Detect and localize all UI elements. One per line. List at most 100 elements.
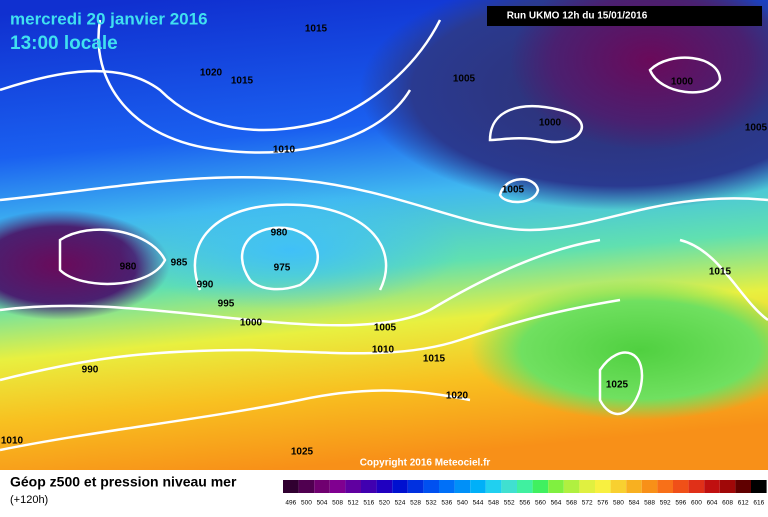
scale-label: 612 — [738, 500, 749, 507]
scale-swatch — [610, 480, 627, 493]
scale-label: 552 — [504, 500, 515, 507]
scale-swatch — [454, 480, 471, 493]
scale-swatch — [673, 480, 689, 493]
scale-label: 544 — [473, 500, 484, 507]
scale-label: 592 — [660, 500, 671, 507]
isobar — [0, 238, 601, 327]
scale-swatch — [470, 480, 486, 493]
scale-swatch — [283, 480, 299, 493]
scale-label: 584 — [629, 500, 640, 507]
scale-label: 540 — [457, 500, 468, 507]
scale-swatch — [532, 480, 549, 493]
isobar — [598, 351, 644, 416]
isobar — [0, 19, 442, 132]
isobar-label: 1000 — [539, 118, 562, 129]
scale-swatch — [626, 480, 642, 493]
date: mercredi 20 janvier 2016 — [10, 9, 208, 28]
scale-label: 528 — [410, 500, 421, 507]
scale-swatch — [329, 480, 346, 493]
isobar — [97, 19, 412, 154]
isobar-label: 980 — [120, 262, 137, 273]
legend-subtitle: (+120h) — [10, 494, 48, 506]
isobar — [679, 238, 768, 322]
scale-swatch — [501, 480, 517, 493]
scale-label: 500 — [301, 500, 312, 507]
scale-swatch — [735, 480, 751, 493]
scale-swatch — [439, 480, 455, 493]
scale-label: 536 — [441, 500, 452, 507]
scale-label: 564 — [551, 500, 562, 507]
isobar — [58, 228, 167, 286]
scale-swatch — [314, 480, 330, 493]
scale-label: 556 — [519, 500, 530, 507]
scale-label: 608 — [722, 500, 733, 507]
scale-label: 576 — [597, 500, 608, 507]
scale-swatch — [548, 480, 564, 493]
scale-label: 580 — [613, 500, 624, 507]
scale-label: 508 — [332, 500, 343, 507]
isobar-label: 1000 — [671, 77, 694, 88]
scale-label: 560 — [535, 500, 546, 507]
scale-swatch — [563, 480, 580, 493]
isobar-label: 1000 — [240, 318, 263, 329]
scale-swatch — [657, 480, 673, 493]
isobar — [488, 105, 583, 144]
isobar-label: 975 — [274, 263, 291, 274]
scale-label: 548 — [488, 500, 499, 507]
isobar — [240, 226, 319, 291]
isobar-label: 1010 — [372, 345, 395, 356]
scale-swatch — [595, 480, 611, 493]
isobar — [498, 178, 540, 204]
isobar-label: 990 — [197, 280, 214, 291]
isobar-label: 990 — [82, 365, 99, 376]
isobar-label: 1020 — [446, 391, 469, 402]
isobar-label: 1025 — [291, 447, 314, 458]
scale-label: 504 — [317, 500, 328, 507]
scale-label: 568 — [566, 500, 577, 507]
scale-swatch — [345, 480, 361, 493]
scale-swatch — [704, 480, 720, 493]
isobar-label: 1005 — [502, 185, 525, 196]
scale-swatch — [517, 480, 533, 493]
isobar-label: 1020 — [200, 68, 223, 79]
scale-swatch — [361, 480, 377, 493]
scale-label: 600 — [691, 500, 702, 507]
scale-swatch — [485, 480, 502, 493]
isobar-label: 1015 — [231, 76, 254, 87]
isobar-label: 995 — [218, 299, 235, 310]
isobar-label: 1005 — [453, 74, 476, 85]
scale-label: 516 — [363, 500, 374, 507]
scale-swatch — [688, 480, 705, 493]
legend-title: Géop z500 et pression niveau mer — [10, 474, 237, 490]
isobar-label: 1005 — [374, 323, 397, 334]
scale-label: 596 — [675, 500, 686, 507]
isobar-label: 1010 — [1, 436, 24, 447]
scale-label: 572 — [582, 500, 593, 507]
isobar-label: 980 — [271, 228, 288, 239]
isobar — [0, 389, 471, 452]
scale-swatch — [751, 480, 767, 493]
isobar-label: 1015 — [423, 354, 446, 365]
cold-core — [510, 0, 768, 150]
scale-swatch — [407, 480, 424, 493]
trough — [120, 190, 460, 310]
scale-label: 588 — [644, 500, 655, 507]
isobar-label: 1005 — [745, 123, 768, 134]
scale-swatch — [376, 480, 393, 493]
isobar-label: 1010 — [273, 145, 296, 156]
isobar — [648, 56, 722, 94]
scale-swatch — [392, 480, 408, 493]
copyright: Copyright 2016 Meteociel.fr — [360, 458, 491, 469]
scale-label: 520 — [379, 500, 390, 507]
scale-label: 496 — [285, 500, 296, 507]
scale-swatch — [423, 480, 439, 493]
scale-label: 524 — [395, 500, 406, 507]
isobar-label: 1025 — [606, 380, 629, 391]
time: 13:00 locale — [10, 33, 118, 54]
isobar — [0, 176, 768, 232]
isobar — [0, 298, 621, 382]
run-info: Run UKMO 12h du 15/01/2016 — [507, 11, 648, 22]
scale-swatch — [641, 480, 658, 493]
scale-label: 512 — [348, 500, 359, 507]
